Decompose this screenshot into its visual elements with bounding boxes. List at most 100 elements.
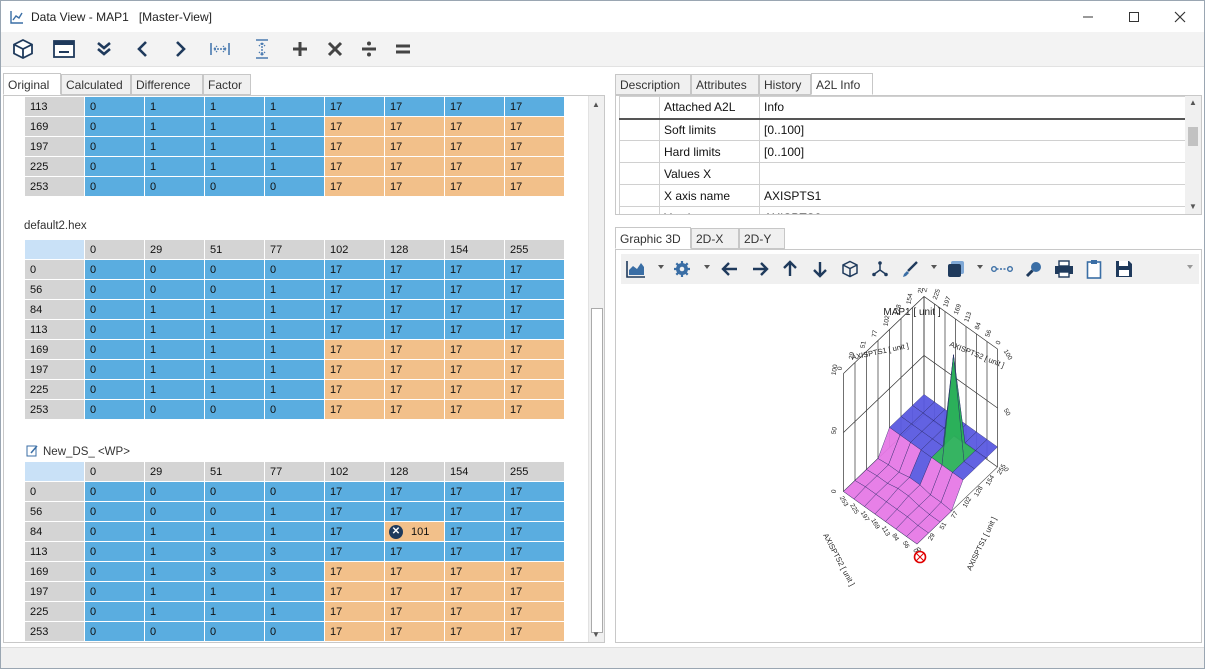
- data-cell[interactable]: 0: [144, 259, 205, 280]
- data-cell[interactable]: 1: [144, 379, 205, 400]
- data-cell[interactable]: 0: [84, 561, 145, 582]
- double-chevron-down-icon[interactable]: [92, 37, 116, 61]
- brush-dropdown-icon[interactable]: [931, 265, 937, 269]
- row-header[interactable]: 0: [24, 481, 85, 502]
- data-cell[interactable]: 17: [324, 399, 385, 420]
- data-cell[interactable]: 1: [264, 319, 325, 340]
- data-cell[interactable]: 0: [144, 501, 205, 522]
- row-header[interactable]: 253: [24, 621, 85, 642]
- data-cell[interactable]: 0: [204, 621, 265, 642]
- data-cell[interactable]: 17: [384, 176, 445, 197]
- data-cell[interactable]: 1: [264, 116, 325, 137]
- data-cell[interactable]: 1: [204, 379, 265, 400]
- data-cell[interactable]: 1: [204, 299, 265, 320]
- scrollbar-thumb[interactable]: [591, 308, 603, 633]
- chevron-left-icon[interactable]: [131, 37, 155, 61]
- column-header[interactable]: 29: [144, 461, 205, 482]
- data-cell[interactable]: 17: [444, 601, 505, 622]
- tab-2d-y[interactable]: 2D-Y: [739, 228, 785, 249]
- error-icon[interactable]: ✕: [389, 525, 403, 539]
- data-cell[interactable]: 3: [204, 541, 265, 562]
- modified-cell[interactable]: ✕ 101: [384, 521, 445, 542]
- data-cell[interactable]: 17: [504, 481, 565, 502]
- data-cell[interactable]: 0: [204, 176, 265, 197]
- column-header[interactable]: 102: [324, 239, 385, 260]
- data-cell[interactable]: 17: [504, 116, 565, 137]
- data-cell[interactable]: 3: [204, 561, 265, 582]
- data-cell[interactable]: 17: [444, 359, 505, 380]
- data-cell[interactable]: 1: [144, 601, 205, 622]
- data-cell[interactable]: 0: [264, 621, 325, 642]
- data-cell[interactable]: 1: [204, 581, 265, 602]
- column-header[interactable]: 51: [204, 239, 265, 260]
- layers-dropdown-icon[interactable]: [977, 265, 983, 269]
- data-cell[interactable]: 17: [504, 501, 565, 522]
- a2l-scrollbar[interactable]: ▲ ▼: [1185, 96, 1201, 214]
- fit-height-icon[interactable]: [250, 37, 274, 61]
- tab-2d-x[interactable]: 2D-X: [691, 228, 739, 249]
- data-cell[interactable]: 17: [444, 156, 505, 177]
- save-icon[interactable]: [1113, 258, 1135, 280]
- data-cell[interactable]: 0: [84, 319, 145, 340]
- column-header[interactable]: 0: [84, 239, 145, 260]
- minimize-button[interactable]: [1065, 1, 1111, 32]
- data-cell[interactable]: 1: [144, 541, 205, 562]
- data-cell[interactable]: 0: [84, 521, 145, 542]
- a2l-row[interactable]: Values X: [619, 162, 1187, 185]
- data-cell[interactable]: 17: [504, 319, 565, 340]
- data-cell[interactable]: 1: [144, 299, 205, 320]
- data-cell[interactable]: 1: [204, 319, 265, 340]
- row-header[interactable]: 253: [24, 176, 85, 197]
- data-cell[interactable]: 1: [264, 279, 325, 300]
- data-cell[interactable]: 17: [324, 299, 385, 320]
- data-cell[interactable]: 17: [324, 481, 385, 502]
- data-cell[interactable]: 17: [384, 621, 445, 642]
- data-cell[interactable]: 0: [204, 279, 265, 300]
- data-cell[interactable]: 17: [384, 116, 445, 137]
- print-icon[interactable]: [1053, 258, 1075, 280]
- data-cell[interactable]: 17: [324, 501, 385, 522]
- data-cell[interactable]: 0: [84, 259, 145, 280]
- column-header[interactable]: 77: [264, 239, 325, 260]
- row-header[interactable]: 225: [24, 379, 85, 400]
- surface-3d-plot[interactable]: MAP1 [ unit ] 02951771021281542550568411…: [616, 288, 1201, 642]
- data-cell[interactable]: 17: [504, 541, 565, 562]
- data-cell[interactable]: 17: [324, 259, 385, 280]
- data-cell[interactable]: 1: [144, 116, 205, 137]
- data-cell[interactable]: 1: [264, 359, 325, 380]
- data-cell[interactable]: 1: [264, 299, 325, 320]
- row-header[interactable]: 225: [24, 156, 85, 177]
- data-cell[interactable]: 17: [504, 379, 565, 400]
- data-cell[interactable]: 17: [504, 96, 565, 117]
- data-cell[interactable]: 17: [504, 359, 565, 380]
- data-cell[interactable]: 17: [444, 399, 505, 420]
- data-cell[interactable]: 17: [444, 259, 505, 280]
- row-header[interactable]: 56: [24, 501, 85, 522]
- data-cell[interactable]: 17: [324, 96, 385, 117]
- tab-graphic-3d[interactable]: Graphic 3D: [615, 227, 691, 249]
- data-cell[interactable]: 17: [504, 621, 565, 642]
- data-cell[interactable]: 17: [444, 541, 505, 562]
- data-cell[interactable]: 1: [144, 156, 205, 177]
- data-cell[interactable]: 17: [504, 399, 565, 420]
- a2l-row[interactable]: Y axis nameAXISPTS2: [619, 206, 1187, 214]
- row-header[interactable]: 84: [24, 521, 85, 542]
- data-cell[interactable]: 17: [324, 601, 385, 622]
- data-cell[interactable]: 0: [84, 621, 145, 642]
- data-cell[interactable]: 17: [504, 581, 565, 602]
- column-header[interactable]: 154: [444, 461, 505, 482]
- data-cell[interactable]: 1: [204, 136, 265, 157]
- data-cell[interactable]: 17: [444, 116, 505, 137]
- data-cell[interactable]: 17: [504, 339, 565, 360]
- data-cell[interactable]: 17: [384, 359, 445, 380]
- a2l-scroll-down-icon[interactable]: ▼: [1189, 202, 1197, 211]
- link-icon[interactable]: [991, 258, 1013, 280]
- data-cell[interactable]: 0: [84, 501, 145, 522]
- data-cell[interactable]: 0: [144, 621, 205, 642]
- data-cell[interactable]: 17: [504, 299, 565, 320]
- tab-history[interactable]: History: [759, 74, 811, 95]
- data-cell[interactable]: 17: [324, 136, 385, 157]
- data-cell[interactable]: 0: [84, 601, 145, 622]
- grid-corner-cell[interactable]: [24, 461, 85, 482]
- data-cell[interactable]: 17: [384, 136, 445, 157]
